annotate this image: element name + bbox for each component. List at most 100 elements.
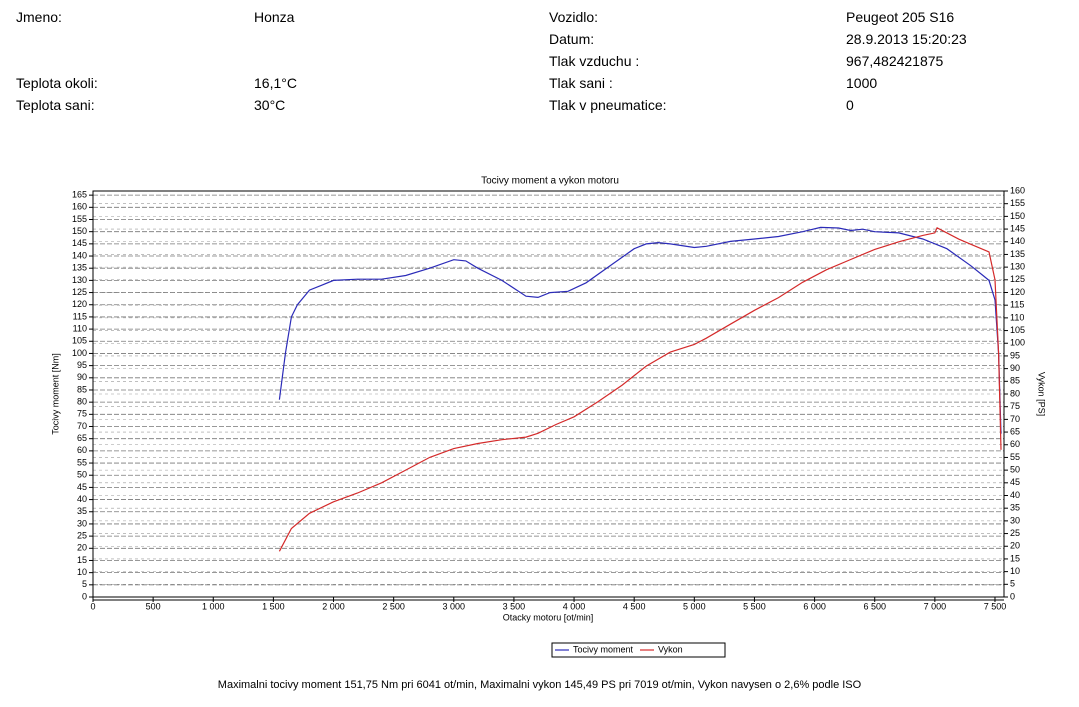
x-tick-label: 2 000 [322, 601, 345, 611]
info-label: Vozidlo: [549, 9, 599, 25]
info-value: Honza [254, 9, 295, 25]
y-tick-label: 40 [77, 494, 87, 504]
y2-tick-label: 100 [1010, 338, 1025, 348]
chart: Tocivy moment a vykon motoru Otacky moto… [50, 176, 1047, 658]
info-value: 16,1°C [254, 75, 297, 91]
y2-tick-label: 50 [1010, 465, 1020, 475]
y-tick-label: 80 [77, 397, 87, 407]
y-tick-label: 120 [72, 299, 87, 309]
y-tick-label: 155 [72, 214, 87, 224]
y-tick-label: 45 [77, 482, 87, 492]
y2-tick-label: 95 [1010, 350, 1020, 360]
y2-tick-label: 160 [1010, 185, 1025, 195]
info-value: 967,482421875 [846, 53, 944, 69]
legend-label: Vykon [658, 644, 683, 654]
y2-tick-label: 90 [1010, 363, 1020, 373]
y2-tick-label: 20 [1010, 541, 1020, 551]
y2-tick-label: 115 [1010, 300, 1024, 310]
plot-frame [92, 190, 1005, 598]
y2-tick-label: 125 [1010, 274, 1025, 284]
x-tick-label: 1 000 [202, 601, 225, 611]
y-tick-label: 115 [73, 311, 87, 321]
info-value: 1000 [846, 75, 878, 91]
y2-tick-label: 135 [1010, 249, 1025, 259]
x-tick-label: 1 500 [262, 601, 285, 611]
y2-tick-label: 10 [1010, 566, 1020, 576]
y-tick-label: 50 [77, 470, 87, 480]
y-tick-label: 20 [77, 543, 87, 553]
y2-tick-label: 30 [1010, 515, 1020, 525]
y-tick-label: 100 [72, 348, 87, 358]
x-tick-label: 5 000 [683, 601, 706, 611]
y2-tick-label: 145 [1010, 223, 1025, 233]
y2-tick-label: 130 [1010, 262, 1025, 272]
y2-tick-label: 155 [1010, 198, 1025, 208]
y2-tick-label: 105 [1010, 325, 1025, 335]
y-tick-label: 55 [77, 457, 87, 467]
x-tick-label: 6 500 [863, 601, 886, 611]
x-axis-label: Otacky motoru [ot/min] [503, 612, 594, 622]
x-tick-label: 3 000 [443, 601, 466, 611]
y-tick-label: 60 [77, 445, 87, 455]
y-tick-label: 165 [72, 190, 87, 200]
info-value: 28.9.2013 15:20:23 [846, 31, 967, 47]
y2-tick-label: 15 [1010, 553, 1020, 563]
y-tick-label: 90 [77, 372, 87, 382]
y-tick-label: 135 [72, 263, 87, 273]
y-tick-label: 0 [82, 591, 87, 601]
y2-tick-label: 75 [1010, 401, 1020, 411]
y2-tick-label: 60 [1010, 439, 1020, 449]
y2-tick-label: 110 [1010, 312, 1024, 322]
y2-tick-label: 5 [1010, 579, 1015, 589]
y2-tick-label: 25 [1010, 528, 1020, 538]
y-tick-label: 95 [77, 360, 87, 370]
info-label: Tlak v pneumatice: [549, 97, 667, 113]
y-tick-label: 85 [77, 384, 87, 394]
info-label: Tlak sani : [549, 75, 613, 91]
footer: Maximalni tocivy moment 151,75 Nm pri 60… [217, 679, 862, 691]
y-tick-label: 25 [77, 530, 87, 540]
y2-axis-label: Vykon [PS] [1037, 372, 1047, 416]
info-label: Tlak vzduchu : [549, 53, 640, 69]
y-tick-label: 140 [72, 250, 87, 260]
x-tick-label: 5 500 [743, 601, 766, 611]
info-label: Teplota okoli: [16, 75, 98, 91]
y-tick-label: 160 [72, 202, 87, 212]
legend-label: Tocivy moment [573, 644, 634, 654]
y2-tick-label: 55 [1010, 452, 1020, 462]
x-tick-label: 4 500 [623, 601, 646, 611]
y2-tick-label: 65 [1010, 426, 1020, 436]
x-tick-label: 6 000 [803, 601, 826, 611]
info-value: 30°C [254, 97, 286, 113]
info-label: Jmeno: [16, 9, 62, 25]
y-tick-label: 15 [77, 555, 87, 565]
y-tick-label: 110 [73, 323, 87, 333]
y2-tick-label: 0 [1010, 591, 1015, 601]
y2-tick-label: 140 [1010, 236, 1025, 246]
y2-tick-label: 80 [1010, 388, 1020, 398]
y-tick-label: 130 [72, 275, 87, 285]
legend-box [551, 642, 726, 658]
y-tick-label: 145 [72, 238, 87, 248]
x-tick-label: 4 000 [563, 601, 586, 611]
y2-tick-label: 35 [1010, 503, 1020, 513]
y-axis-label: Tocivy moment [Nm] [50, 353, 60, 435]
y-tick-label: 70 [77, 421, 87, 431]
info-value: 0 [846, 97, 854, 113]
info-label: Teplota sani: [16, 97, 95, 113]
y-tick-label: 125 [72, 287, 87, 297]
y2-tick-label: 85 [1010, 376, 1020, 386]
y-tick-label: 30 [77, 518, 87, 528]
chart-title: Tocivy moment a vykon motoru [481, 176, 619, 187]
y-tick-label: 105 [72, 336, 87, 346]
y-tick-label: 5 [82, 579, 87, 589]
y2-tick-label: 45 [1010, 477, 1020, 487]
x-tick-label: 7 000 [924, 601, 947, 611]
x-tick-label: 3 500 [503, 601, 526, 611]
info-value: Peugeot 205 S16 [846, 9, 955, 25]
y-tick-label: 150 [72, 226, 87, 236]
y-tick-label: 75 [77, 409, 87, 419]
series-line [278, 226, 1002, 552]
x-tick-label: 2 500 [382, 601, 405, 611]
